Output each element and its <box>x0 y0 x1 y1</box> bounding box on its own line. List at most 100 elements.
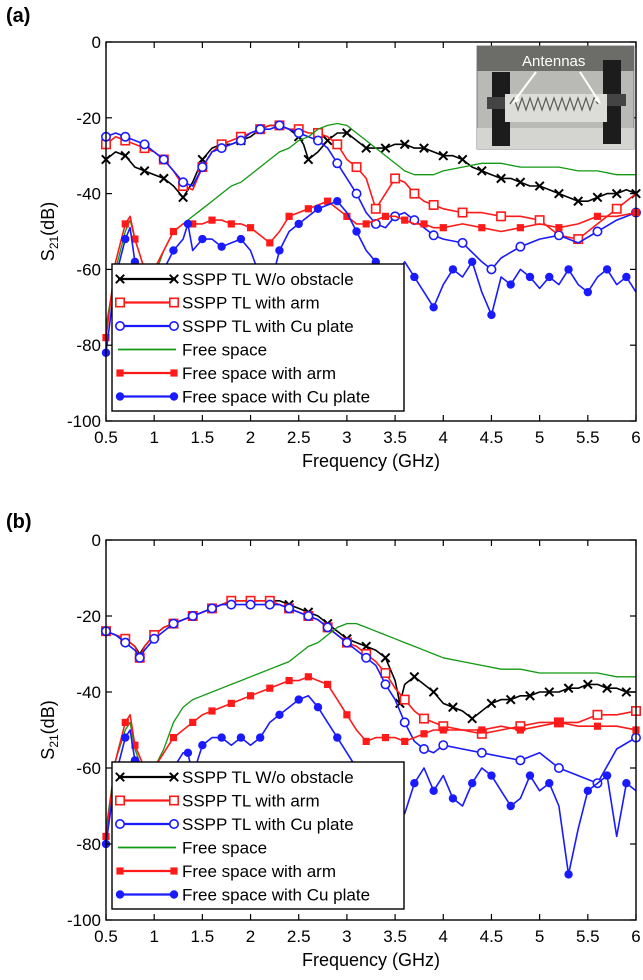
legend-item: Free space <box>118 839 267 858</box>
series-line <box>105 675 637 837</box>
data-point <box>158 173 169 184</box>
series-sspp-tl-with-arm <box>101 595 641 739</box>
y-tick-label: 0 <box>92 33 101 52</box>
y-tick-label: -80 <box>76 336 101 355</box>
x-tick-label: 1.5 <box>191 428 215 447</box>
legend-item: SSPP TL W/o obstacle <box>115 768 354 787</box>
data-point <box>439 726 447 734</box>
legend-label: Free space with Cu plate <box>182 886 370 905</box>
data-point <box>515 755 526 766</box>
legend-item: SSPP TL with arm <box>115 792 320 811</box>
data-point <box>342 128 352 138</box>
data-point <box>582 679 593 690</box>
data-point <box>593 722 602 730</box>
y-axis-label: S21(dB) <box>38 202 61 261</box>
data-point <box>486 264 497 275</box>
data-point <box>401 737 409 745</box>
data-point <box>428 199 439 210</box>
data-point <box>198 234 207 244</box>
panel-label: (a) <box>6 5 30 27</box>
data-point <box>457 154 468 165</box>
legend-item: Free space with Cu plate <box>115 886 370 905</box>
data-point <box>324 197 332 205</box>
data-point <box>621 687 632 697</box>
data-point <box>285 212 293 220</box>
legend-item: SSPP TL with Cu plate <box>115 815 354 834</box>
data-point <box>343 212 351 220</box>
data-point <box>467 257 477 267</box>
data-point <box>439 224 447 232</box>
data-point <box>139 165 150 176</box>
data-point <box>333 733 342 742</box>
data-point <box>428 687 439 697</box>
data-point <box>134 652 145 663</box>
legend-marker <box>115 772 125 782</box>
legend-marker <box>169 274 179 284</box>
data-point <box>592 226 603 237</box>
data-point <box>487 771 496 780</box>
legend-label: SSPP TL with Cu plate <box>182 815 354 834</box>
data-point <box>467 713 478 724</box>
series-line <box>105 622 636 829</box>
data-point <box>496 173 506 184</box>
legend-label: Free space with Cu plate <box>182 388 370 407</box>
legend-marker <box>169 297 180 308</box>
legend-marker <box>116 369 124 377</box>
data-point <box>573 196 584 207</box>
data-point <box>622 272 631 282</box>
data-point <box>274 120 285 131</box>
legend-box <box>111 263 405 412</box>
data-point <box>351 162 362 173</box>
data-point <box>564 265 573 274</box>
x-tick-label: 3.5 <box>383 428 407 447</box>
data-point <box>131 235 139 243</box>
x-tick-label: 4.5 <box>480 927 504 946</box>
inset-label: Antennas <box>522 53 585 70</box>
x-tick-label: 2.5 <box>287 927 311 946</box>
data-point <box>380 679 391 690</box>
plot-area: 0.5 1 1.5 2 2.5 3 3.5 4 4.5 5 5.5 6 0 -20 -40 -60 -80 -10… <box>38 33 641 471</box>
data-point <box>401 216 409 224</box>
data-point <box>236 234 246 244</box>
data-point <box>506 280 515 289</box>
legend-label: Free space <box>182 839 267 858</box>
data-point <box>362 737 370 745</box>
data-point <box>602 265 612 274</box>
data-point <box>515 177 526 188</box>
data-point <box>467 779 477 788</box>
x-tick-label: 5 <box>535 927 544 946</box>
x-tick-label: 1 <box>149 927 158 946</box>
data-point <box>285 677 293 685</box>
data-point <box>255 124 266 135</box>
data-point <box>487 310 496 320</box>
data-point <box>264 599 275 610</box>
y-tick-label: -40 <box>76 683 101 702</box>
data-point <box>293 127 304 138</box>
y-tick-label: -100 <box>67 412 101 431</box>
data-point <box>457 207 468 218</box>
data-point <box>486 698 497 709</box>
data-point <box>275 246 284 255</box>
data-point <box>410 779 419 788</box>
y-tick-label: -80 <box>76 835 101 854</box>
legend-marker <box>169 320 180 331</box>
data-point <box>418 743 429 754</box>
data-point <box>409 188 420 199</box>
legend-marker <box>169 795 180 806</box>
data-point <box>266 239 274 247</box>
x-tick-label: 4 <box>439 428 448 447</box>
legend-label: SSPP TL with arm <box>182 792 320 811</box>
legend-marker <box>169 890 179 899</box>
data-point <box>592 192 603 203</box>
data-point <box>390 173 401 184</box>
data-point <box>611 203 622 214</box>
data-point <box>544 687 555 697</box>
data-point <box>351 188 362 199</box>
legend-marker <box>116 867 124 875</box>
data-point <box>207 603 218 614</box>
x-tick-label: 2 <box>246 927 255 946</box>
data-point <box>139 139 150 150</box>
panel-a: (a) 0.5 1 1.5 2 2.5 3 3.5 4 4.5 5 5.5 6 0 -20 -40 -60 -8… <box>6 5 641 471</box>
legend-marker <box>115 890 125 899</box>
data-point <box>168 618 179 629</box>
